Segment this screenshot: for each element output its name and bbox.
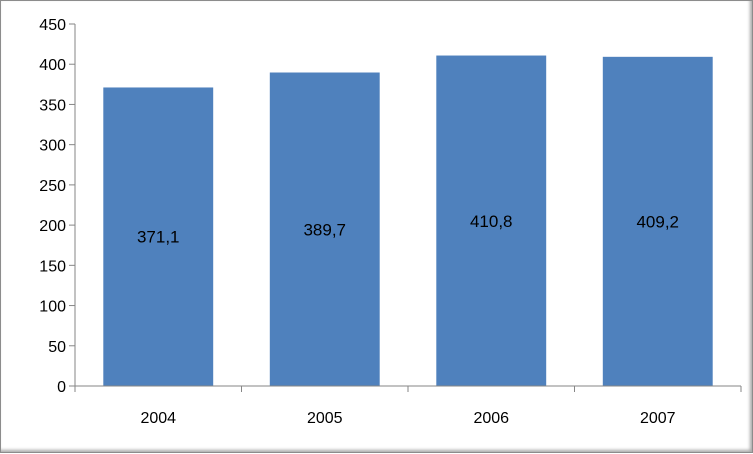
data-label-2006: 410,8 xyxy=(470,212,513,231)
bar-2006 xyxy=(436,55,547,387)
bars: 371,1 389,7 410,8 409,2 xyxy=(103,55,713,387)
bar-2004 xyxy=(103,87,214,386)
x-tick-label: 2004 xyxy=(140,410,176,427)
y-axis: 0 50 100 150 200 250 300 350 400 450 xyxy=(39,17,76,396)
data-label-2004: 371,1 xyxy=(137,228,180,247)
bar-2007 xyxy=(602,56,713,386)
y-tick-label: 300 xyxy=(39,138,66,155)
y-tick-label: 50 xyxy=(48,339,66,356)
y-tick-label: 450 xyxy=(39,17,66,34)
x-tick-label: 2006 xyxy=(473,410,509,427)
y-tick-label: 150 xyxy=(39,258,66,275)
data-label-2007: 409,2 xyxy=(636,212,679,231)
bar-2005 xyxy=(269,72,380,387)
y-tick-label: 400 xyxy=(39,57,66,74)
y-tick-label: 350 xyxy=(39,97,66,114)
y-tick-label: 100 xyxy=(39,299,66,316)
x-tick-label: 2005 xyxy=(307,410,343,427)
x-axis: 2004 2005 2006 2007 xyxy=(74,385,742,427)
y-tick-label: 250 xyxy=(39,178,66,195)
x-tick-label: 2007 xyxy=(640,410,676,427)
y-tick-label: 0 xyxy=(57,379,66,396)
y-tick-label: 200 xyxy=(39,218,66,235)
data-label-2005: 389,7 xyxy=(303,220,346,239)
